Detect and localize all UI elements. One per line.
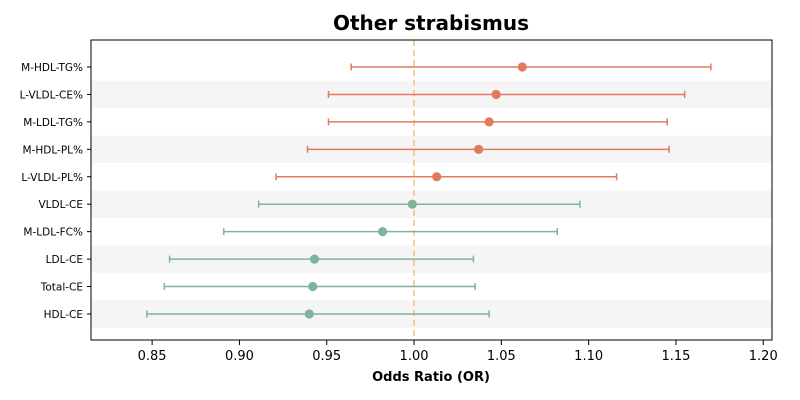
x-tick-label: 1.15 <box>661 349 690 364</box>
x-tick-label: 1.20 <box>749 349 778 364</box>
x-tick-label: 0.90 <box>225 349 254 364</box>
point-estimate <box>309 254 320 264</box>
forest-row <box>146 309 490 319</box>
x-axis: 0.85 0.90 0.95 1.00 1.05 1.10 1.15 1.20 <box>138 340 778 364</box>
y-tick-label: Total-CE <box>40 282 83 294</box>
y-tick-label: HDL-CE <box>44 309 83 321</box>
forest-row <box>327 89 686 100</box>
point-estimate <box>378 227 388 237</box>
point-estimate <box>517 62 527 72</box>
forest-row <box>350 62 712 72</box>
x-axis-label: Odds Ratio (OR) <box>372 370 490 385</box>
forest-row <box>306 144 670 154</box>
x-tick-label: 0.95 <box>312 349 341 364</box>
x-tick-label: 1.05 <box>487 349 516 364</box>
point-estimate <box>474 144 484 154</box>
y-tick-label: M-HDL-TG% <box>21 62 83 74</box>
forest-row <box>327 117 668 127</box>
point-estimate <box>432 172 442 182</box>
y-tick-label: L-VLDL-CE% <box>20 89 83 101</box>
forest-row <box>222 227 558 237</box>
forest-row <box>168 254 475 264</box>
point-estimate <box>484 117 494 127</box>
x-tick-label: 1.00 <box>400 349 429 364</box>
x-tick-label: 0.85 <box>138 349 167 364</box>
y-axis: M-HDL-TG% L-VLDL-CE% M-LDL-TG% M-HDL-PL% L-V… <box>20 62 91 321</box>
point-estimate <box>407 199 417 209</box>
y-tick-label: M-HDL-PL% <box>23 144 83 156</box>
chart-title: Other strabismus <box>333 11 529 35</box>
x-tick-label: 1.10 <box>574 349 603 364</box>
point-estimate <box>491 89 501 100</box>
y-tick-label: VLDL-CE <box>38 199 83 211</box>
forest-row <box>275 172 618 182</box>
y-tick-label: LDL-CE <box>46 254 83 266</box>
y-tick-label: L-VLDL-PL% <box>21 172 83 184</box>
forest-row <box>257 199 581 209</box>
forest-row <box>163 281 476 292</box>
data-marks <box>146 62 712 319</box>
y-tick-label: M-LDL-TG% <box>23 117 83 129</box>
point-estimate <box>304 309 314 319</box>
y-tick-label: M-LDL-FC% <box>23 227 83 239</box>
point-estimate <box>308 281 318 292</box>
plot-frame <box>90 39 773 341</box>
